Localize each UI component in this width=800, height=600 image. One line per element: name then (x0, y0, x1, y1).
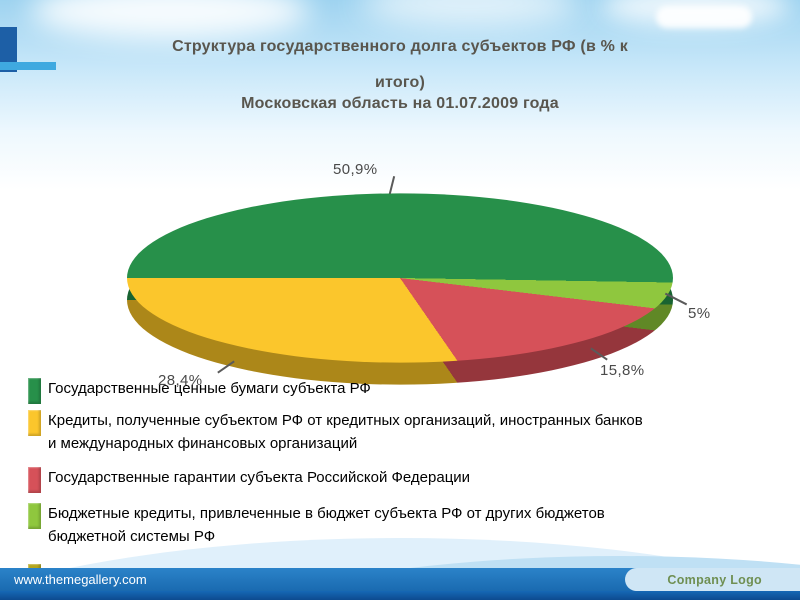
legend-label: Бюджетные кредиты, привлеченные в бюджет… (48, 505, 605, 545)
pie-data-label-lime: 5% (688, 305, 711, 322)
footer-bottom-strip (0, 591, 800, 600)
slide-title-line2: итого) (375, 74, 425, 91)
legend-marker-lime (28, 503, 41, 529)
pie-data-label-red: 15,8% (600, 362, 645, 379)
legend-label: Государственные гарантии субъекта Россий… (48, 469, 471, 486)
legend-item-budget-credits: Бюджетные кредиты, привлеченные в бюджет… (28, 503, 648, 548)
footer-blue-band (0, 568, 800, 591)
legend-marker-green (28, 378, 41, 404)
slide-title-line1: Структура государственного долга субъект… (172, 38, 628, 55)
legend-item-credits: Кредиты, полученные субъектом РФ от кред… (28, 410, 648, 455)
pie-data-label-yellow: 28,4% (158, 372, 203, 389)
slide-title-line3: Московская область на 01.07.2009 года (241, 95, 559, 112)
footer-logo-area (625, 568, 800, 591)
corner-accent-bar (0, 62, 56, 70)
company-logo-text: Company Logo (667, 573, 762, 587)
pie-data-label-green: 50,9% (333, 161, 378, 178)
slide-title: Структура государственного долга субъект… (100, 38, 700, 113)
legend-item-guarantees: Государственные гарантии субъекта Россий… (28, 467, 648, 493)
legend-marker-yellow (28, 410, 41, 436)
cloud-decoration (656, 6, 752, 28)
footer-url-link[interactable]: www.themegallery.com (14, 572, 147, 587)
legend-label: Государственные ценные бумаги субъекта Р… (48, 380, 371, 397)
legend-marker-red (28, 467, 41, 493)
corner-accent-block (0, 27, 17, 72)
legend-label: Кредиты, полученные субъектом РФ от кред… (48, 412, 643, 452)
legend-item-securities: Государственные ценные бумаги субъекта Р… (28, 378, 648, 404)
pie-chart-surface (127, 193, 673, 363)
